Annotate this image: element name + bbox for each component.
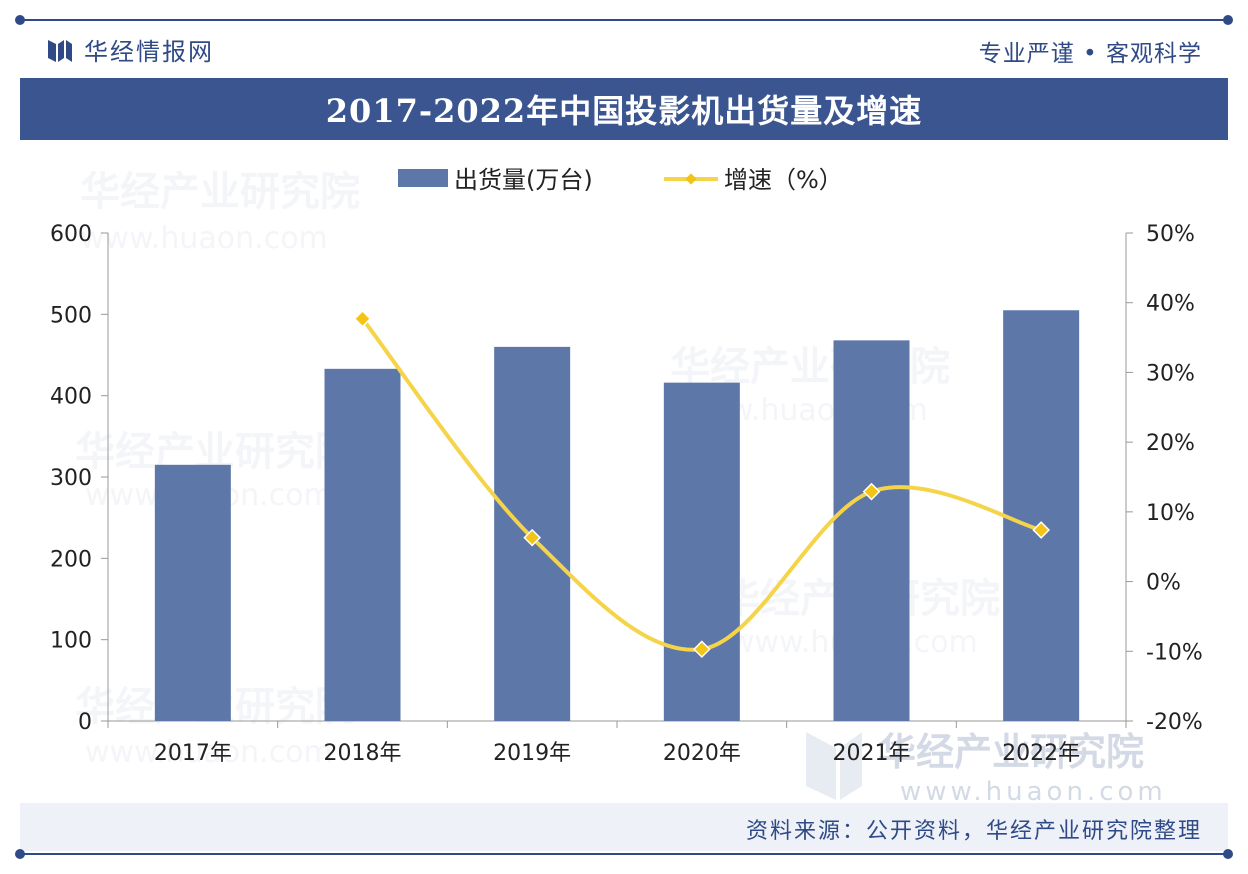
left-axis-tick-label: 300 (50, 466, 92, 491)
brand-name: 华经情报网 (84, 38, 214, 66)
title-bar: 2017-2022年中国投影机出货量及增速 (20, 78, 1228, 140)
growth-rate-point-2019年 (523, 528, 542, 547)
right-axis-tick-label: 10% (1146, 501, 1195, 526)
x-axis-tick-label: 2017年 (154, 741, 232, 766)
right-axis-tick-label: -20% (1146, 710, 1203, 735)
bottom-right-frame-dot (1223, 849, 1233, 859)
legend-line-label: 增速（%） (724, 166, 843, 194)
left-axis-tick-label: 500 (50, 303, 92, 328)
bottom-left-frame-dot (15, 849, 25, 859)
right-axis-tick-label: 20% (1146, 431, 1195, 456)
x-axis-tick-label: 2019年 (493, 741, 571, 766)
chart-title: 2017-2022年中国投影机出货量及增速 (325, 92, 923, 130)
bar-2017年 (154, 464, 231, 721)
growth-rate-point-2020年 (692, 640, 711, 659)
right-axis-tick-label: 40% (1146, 292, 1195, 317)
brand-motto: 专业严谨 • 客观科学 (978, 41, 1202, 67)
watermark-name-1: 华经产业研究院 (80, 169, 360, 215)
bar-2021年 (833, 340, 910, 721)
right-axis-tick-label: 50% (1146, 222, 1195, 247)
corner-watermark-url: www.huaon.com (900, 777, 1167, 807)
left-axis-tick-label: 200 (50, 547, 92, 572)
legend: 出货量(万台) 增速（%） (398, 166, 843, 194)
watermark-url-5: www.huaon.com (85, 735, 333, 770)
growth-rate-point-2018年 (353, 309, 372, 328)
corner-watermark: 华经产业研究院 www.huaon.com (806, 730, 1167, 807)
x-axis-tick-label: 2020年 (663, 741, 741, 766)
right-axis-tick-label: -10% (1146, 640, 1203, 665)
growth-rate-point-2022年 (1032, 521, 1051, 539)
source-note: 资料来源：公开资料，华经产业研究院整理 (745, 819, 1202, 844)
top-right-frame-dot (1223, 15, 1233, 25)
legend-bar-swatch (398, 169, 448, 187)
top-left-frame-dot (15, 15, 25, 25)
legend-bar-label: 出货量(万台) (454, 166, 593, 194)
left-axis-tick-label: 600 (50, 222, 92, 247)
bar-2018年 (324, 368, 401, 721)
left-axis-tick-label: 400 (50, 385, 92, 410)
source-bar: 资料来源：公开资料，华经产业研究院整理 (20, 803, 1228, 851)
left-axis-tick-label: 100 (50, 629, 92, 654)
right-axis-tick-label: 30% (1146, 361, 1195, 386)
legend-line-marker (685, 173, 697, 185)
corner-watermark-name: 华经产业研究院 (878, 730, 1144, 774)
watermark-url-1: www.huaon.com (80, 221, 328, 256)
growth-rate-point-2021年 (862, 482, 881, 501)
right-axis-tick-label: 0% (1146, 571, 1181, 596)
brand: 华经情报网 (46, 32, 214, 67)
bar-2020年 (663, 382, 740, 721)
x-axis-tick-label: 2018年 (324, 741, 402, 766)
left-axis-tick-label: 0 (78, 710, 92, 735)
x-axis-tick-label: 2021年 (833, 741, 911, 766)
bottom-frame-line (20, 853, 1228, 855)
bar-2022年 (1003, 310, 1080, 721)
brand-logo-icon (48, 39, 72, 62)
header-row: 华经情报网 专业严谨 • 客观科学 (20, 24, 1228, 74)
x-axis-tick-label: 2022年 (1002, 741, 1080, 766)
top-frame-line (20, 19, 1228, 21)
